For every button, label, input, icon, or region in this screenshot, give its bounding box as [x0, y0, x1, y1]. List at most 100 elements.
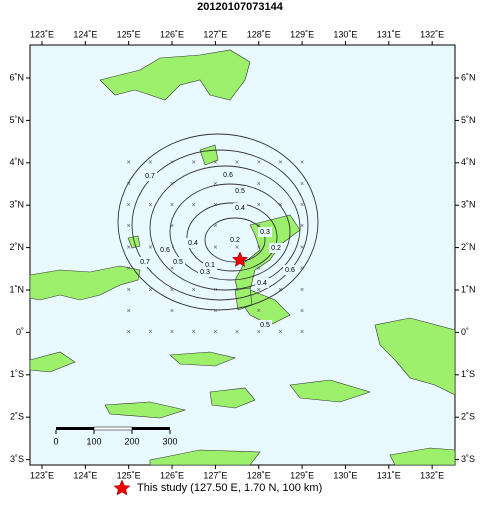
sample-point: ×: [300, 287, 304, 294]
contour-label-bg: [255, 278, 269, 288]
contour-label: 0.2: [230, 237, 240, 244]
sample-point: ×: [278, 160, 282, 167]
scale-bar: [132, 427, 170, 430]
sample-point: ×: [278, 202, 282, 209]
contour-label: 0.5: [173, 259, 183, 266]
lat-label: 5˚N: [9, 115, 24, 125]
sample-point: ×: [257, 223, 261, 230]
contour-label: 0.6: [223, 172, 233, 179]
sample-point: ×: [127, 181, 131, 188]
sample-point: ×: [213, 202, 217, 209]
lon-label: 127˚E: [203, 470, 227, 480]
lon-label: 126˚E: [160, 470, 184, 480]
lat-label: 4˚N: [461, 157, 476, 167]
lat-label: 0˚: [16, 327, 24, 337]
lon-label: 132˚E: [420, 470, 444, 480]
sample-point: ×: [213, 244, 217, 251]
sample-point: ×: [148, 329, 152, 336]
sample-point: ×: [235, 244, 239, 251]
scale-label: 0: [53, 436, 58, 446]
sample-point: ×: [257, 244, 261, 251]
sample-point: ×: [127, 266, 131, 273]
contour-label-bg: [258, 227, 272, 237]
sample-point: ×: [192, 202, 196, 209]
lat-label: 2˚S: [10, 412, 24, 422]
sample-point: ×: [127, 287, 131, 294]
lon-label: 132˚E: [420, 29, 444, 39]
scale-bar: [56, 427, 94, 430]
sample-point: ×: [257, 308, 261, 315]
lon-label: 130˚E: [333, 470, 357, 480]
contour-label: 0.6: [285, 267, 295, 274]
sample-point: ×: [300, 308, 304, 315]
lat-label: 6˚N: [461, 72, 476, 82]
contour-label: 0.3: [200, 269, 210, 276]
contour-label: 0.5: [260, 322, 270, 329]
lon-label: 128˚E: [247, 470, 271, 480]
contour-label-bg: [186, 238, 200, 248]
contour-label: 0.5: [235, 188, 245, 195]
contour-label-bg: [143, 171, 157, 181]
sample-point: ×: [300, 202, 304, 209]
sample-point: ×: [170, 266, 174, 273]
contour-label-bg: [221, 170, 235, 180]
contour-label-bg: [198, 267, 212, 277]
lon-label: 125˚E: [117, 29, 141, 39]
scale-label: 300: [162, 436, 177, 446]
contour-label-bg: [233, 203, 247, 213]
sample-point: ×: [127, 244, 131, 251]
contours: [117, 133, 319, 311]
map-title: 20120107073144: [197, 1, 284, 13]
sample-point: ×: [170, 308, 174, 315]
sample-point: ×: [257, 287, 261, 294]
contour-label-bg: [228, 235, 242, 245]
lon-label: 129˚E: [290, 29, 314, 39]
contour-label-bg: [171, 257, 185, 267]
lon-label: 128˚E: [247, 29, 271, 39]
contour-label: 0.6: [160, 247, 170, 254]
lon-label: 130˚E: [333, 29, 357, 39]
sample-point: ×: [213, 308, 217, 315]
sample-point: ×: [127, 223, 131, 230]
sample-point: ×: [300, 266, 304, 273]
sample-point: ×: [300, 329, 304, 336]
lat-label: 0˚: [461, 327, 469, 337]
sample-point: ×: [300, 181, 304, 188]
contour-label-bg: [233, 186, 247, 196]
sample-point: ×: [278, 287, 282, 294]
sample-point: ×: [213, 287, 217, 294]
lon-label: 123˚E: [30, 29, 54, 39]
sample-point: ×: [300, 244, 304, 251]
contour-label-bg: [158, 245, 172, 255]
sample-point: ×: [170, 244, 174, 251]
sample-point: ×: [213, 160, 217, 167]
sample-point: ×: [170, 181, 174, 188]
sample-point: ×: [213, 223, 217, 230]
epicenter-star: [231, 251, 249, 268]
contour-label-bg: [269, 243, 283, 253]
sample-point: ×: [192, 287, 196, 294]
lon-label: 131˚E: [377, 470, 401, 480]
sample-point: ×: [278, 329, 282, 336]
sample-point: ×: [148, 244, 152, 251]
contour-label-bg: [138, 257, 152, 267]
sample-point: ×: [170, 287, 174, 294]
sample-point: ×: [300, 160, 304, 167]
contour-label-bg: [283, 265, 297, 275]
contour-label: 0.4: [257, 280, 267, 287]
lat-label: 2˚N: [461, 242, 476, 252]
sample-point: ×: [257, 202, 261, 209]
contour-label: 0.7: [140, 259, 150, 266]
lat-label: 1˚N: [9, 284, 24, 294]
sample-point: ×: [170, 329, 174, 336]
scale-label: 100: [86, 436, 101, 446]
lon-label: 124˚E: [73, 29, 97, 39]
sample-point: ×: [170, 223, 174, 230]
lon-label: 125˚E: [117, 470, 141, 480]
lat-label: 6˚N: [9, 72, 24, 82]
sample-point: ×: [235, 329, 239, 336]
lon-label: 126˚E: [160, 29, 184, 39]
legend-star: [113, 479, 131, 496]
contour-label: 0.7: [145, 173, 155, 180]
sample-point: ×: [192, 329, 196, 336]
